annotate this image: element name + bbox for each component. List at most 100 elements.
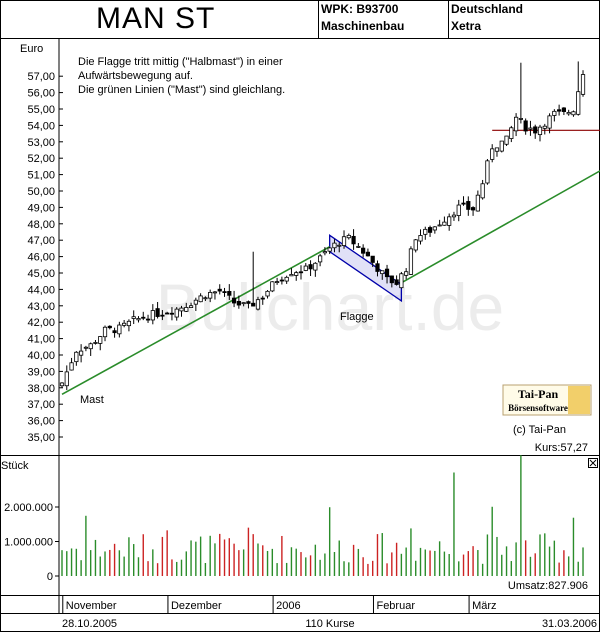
candle <box>566 109 571 116</box>
price-tick-label: 42,00 <box>27 317 55 329</box>
price-tick-label: 35,00 <box>27 432 55 444</box>
candle <box>102 325 108 342</box>
logo-line-1: Tai-Pan <box>518 387 559 401</box>
annotation-line-3: Die grünen Linien ("Mast") sind gleichla… <box>78 84 285 96</box>
price-tick-label: 40,00 <box>27 350 55 362</box>
wpk-cell: WPK: B93700 Maschinenbau <box>318 0 449 38</box>
copyright-text: (c) Tai-Pan <box>513 424 566 436</box>
candle <box>222 287 227 297</box>
candle <box>332 239 337 253</box>
candle <box>279 276 284 285</box>
candle <box>552 109 557 122</box>
price-tick-label: 48,00 <box>27 219 55 231</box>
chart-title: MAN ST <box>96 2 216 35</box>
month-axis: November Dezember 2006 Februar März <box>62 596 497 613</box>
candle <box>499 140 504 153</box>
candle <box>337 242 342 253</box>
candle <box>423 226 428 240</box>
candle <box>155 301 160 319</box>
candle <box>580 70 586 97</box>
candle <box>303 263 308 272</box>
price-axis-label: Euro <box>20 43 43 55</box>
candle <box>523 118 528 135</box>
candle <box>136 316 141 323</box>
mast-line <box>400 169 600 284</box>
candle <box>571 110 576 117</box>
candle <box>427 225 433 237</box>
candle <box>408 246 414 276</box>
candle <box>298 265 304 280</box>
month-label: Dezember <box>171 600 222 612</box>
volume-bars <box>61 455 584 576</box>
candle <box>490 144 495 163</box>
candle <box>227 284 232 300</box>
price-tick-label: 47,00 <box>27 235 55 247</box>
candle <box>112 327 117 338</box>
candle <box>122 320 127 328</box>
candle <box>289 268 294 277</box>
title-cell: MAN ST <box>0 0 319 38</box>
month-label: November <box>66 600 117 612</box>
candle <box>184 302 189 312</box>
candle <box>246 300 251 309</box>
candle <box>537 124 543 142</box>
price-tick-label: 52,00 <box>27 153 55 165</box>
volume-tick-label: 0 <box>47 571 53 583</box>
candle <box>394 275 399 286</box>
candle <box>212 291 218 300</box>
country-label: Deutschland <box>451 2 524 16</box>
candle <box>351 229 356 250</box>
candle <box>504 135 509 146</box>
candle <box>447 213 452 231</box>
volume-tick-label: 1.000.000 <box>4 537 53 549</box>
candle <box>370 255 375 268</box>
price-tick-labels: 35,00 36,00 37,00 38,00 39,00 40,00 41,00 42,00… <box>27 71 63 444</box>
price-tick-label: 50,00 <box>27 186 55 198</box>
candle <box>260 295 265 305</box>
month-label: 2006 <box>276 600 300 612</box>
mast-line <box>61 246 331 396</box>
candle <box>494 147 500 157</box>
candle <box>308 260 313 277</box>
annotation-line-1: Die Flagge tritt mittig ("Halbmast") in … <box>78 56 283 68</box>
price-tick-label: 46,00 <box>27 252 55 264</box>
candle <box>466 196 471 216</box>
candle <box>203 296 208 301</box>
mast-label: Mast <box>80 394 104 406</box>
candle <box>361 244 366 258</box>
market-cell: Deutschland Xetra <box>448 0 599 38</box>
candle <box>384 264 390 284</box>
candle <box>461 196 466 206</box>
candlesticks <box>59 61 586 391</box>
wpk-label: WPK: B93700 <box>321 2 399 16</box>
candle <box>169 307 175 321</box>
candle <box>451 211 457 221</box>
candle <box>404 268 409 280</box>
price-tick-label: 44,00 <box>27 284 55 296</box>
close-icon[interactable] <box>588 458 598 468</box>
price-tick-label: 38,00 <box>27 383 55 395</box>
month-label: Februar <box>376 600 415 612</box>
price-tick-label: 36,00 <box>27 416 55 428</box>
exchange-label: Xetra <box>451 19 482 33</box>
candle <box>174 307 179 321</box>
volume-tick-labels: 0 1.000.000 2.000.000 <box>4 502 59 583</box>
price-tick-label: 56,00 <box>27 88 55 100</box>
candle <box>284 275 289 284</box>
price-tick-label: 41,00 <box>27 334 55 346</box>
flag-label: Flagge <box>340 311 374 323</box>
candle <box>126 319 132 332</box>
candle <box>145 314 151 323</box>
candle <box>356 243 361 248</box>
candle <box>241 302 246 307</box>
volume-axis-label: Stück <box>1 460 29 472</box>
candle <box>470 206 476 216</box>
month-label: März <box>472 600 496 612</box>
candle <box>576 61 581 116</box>
candle <box>432 226 437 234</box>
footer-count: 110 Kurse <box>305 618 354 630</box>
candle <box>131 310 136 325</box>
price-tick-label: 45,00 <box>27 268 55 280</box>
header-bar: MAN ST WPK: B93700 Maschinenbau Deutschl… <box>0 0 600 39</box>
candle <box>528 120 533 136</box>
